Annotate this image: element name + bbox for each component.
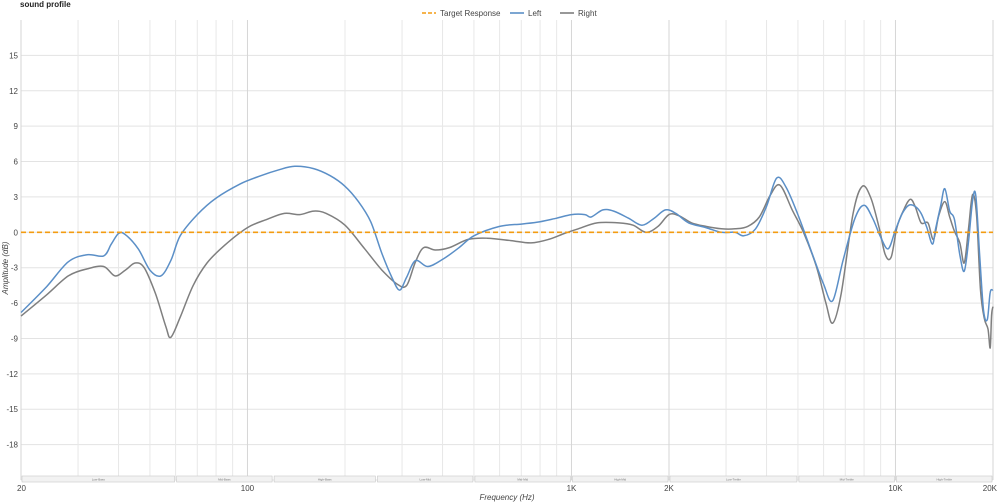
y-tick-label: -12 (6, 370, 18, 379)
band-bar (798, 475, 895, 483)
band-bar (377, 475, 474, 483)
legend: Target Response Left Right (422, 9, 597, 18)
legend-label: Target Response (440, 9, 501, 18)
y-tick-label: -15 (6, 405, 18, 414)
band-label: Mid-Treble (840, 478, 855, 482)
y-tick-labels: 15 12 9 6 3 0 -3 -6 -9 -12 -15 -18 (6, 51, 18, 449)
band-label: Low-Treble (726, 478, 741, 482)
legend-label: Left (528, 9, 542, 18)
y-tick-label: -3 (11, 264, 19, 273)
x-tick-label: 100 (241, 484, 255, 493)
band-bar (273, 475, 376, 483)
frequency-bands: Low-Bass Mid-Bass High-Bass Low-Mid Mid-Mid H… (21, 475, 993, 483)
band-bar (176, 475, 273, 483)
band-label: Mid-Mid (517, 478, 528, 482)
y-tick-label: 9 (14, 122, 19, 131)
x-tick-label: 20K (983, 484, 998, 493)
band-label: High-Treble (936, 478, 952, 482)
left-line (20, 165, 994, 322)
y-tick-label: 6 (14, 158, 19, 167)
band-bar (572, 475, 669, 483)
y-tick-label: -9 (11, 334, 19, 343)
band-label: Mid-Bass (218, 478, 231, 482)
band-label: Low-Mid (419, 478, 431, 482)
band-bar (21, 475, 175, 483)
x-tick-label: 20 (17, 484, 26, 493)
x-axis-label: Frequency (Hz) (479, 493, 534, 502)
y-tick-label: 3 (14, 193, 19, 202)
x-tick-labels: 20 100 1K 2K 10K 20K (17, 484, 998, 493)
y-tick-label: -18 (6, 441, 18, 450)
x-tick-label: 2K (664, 484, 674, 493)
band-bar (669, 475, 798, 483)
series-lines (20, 165, 994, 349)
y-tick-label: 15 (9, 51, 18, 60)
chart-title: sound profile (20, 0, 71, 9)
right-line (20, 183, 994, 349)
y-axis-label: Amplitude (dB) (1, 241, 10, 295)
band-label: High-Mid (614, 478, 626, 482)
x-gridlines (20, 20, 994, 480)
y-tick-label: -6 (11, 299, 19, 308)
x-tick-label: 1K (567, 484, 577, 493)
x-tick-label: 10K (888, 484, 903, 493)
legend-label: Right (578, 9, 597, 18)
y-tick-label: 12 (9, 87, 18, 96)
band-bar (896, 475, 993, 483)
band-bar (474, 475, 571, 483)
band-label: High-Bass (318, 478, 332, 482)
y-tick-label: 0 (14, 228, 19, 237)
band-label: Low-Bass (92, 478, 106, 482)
